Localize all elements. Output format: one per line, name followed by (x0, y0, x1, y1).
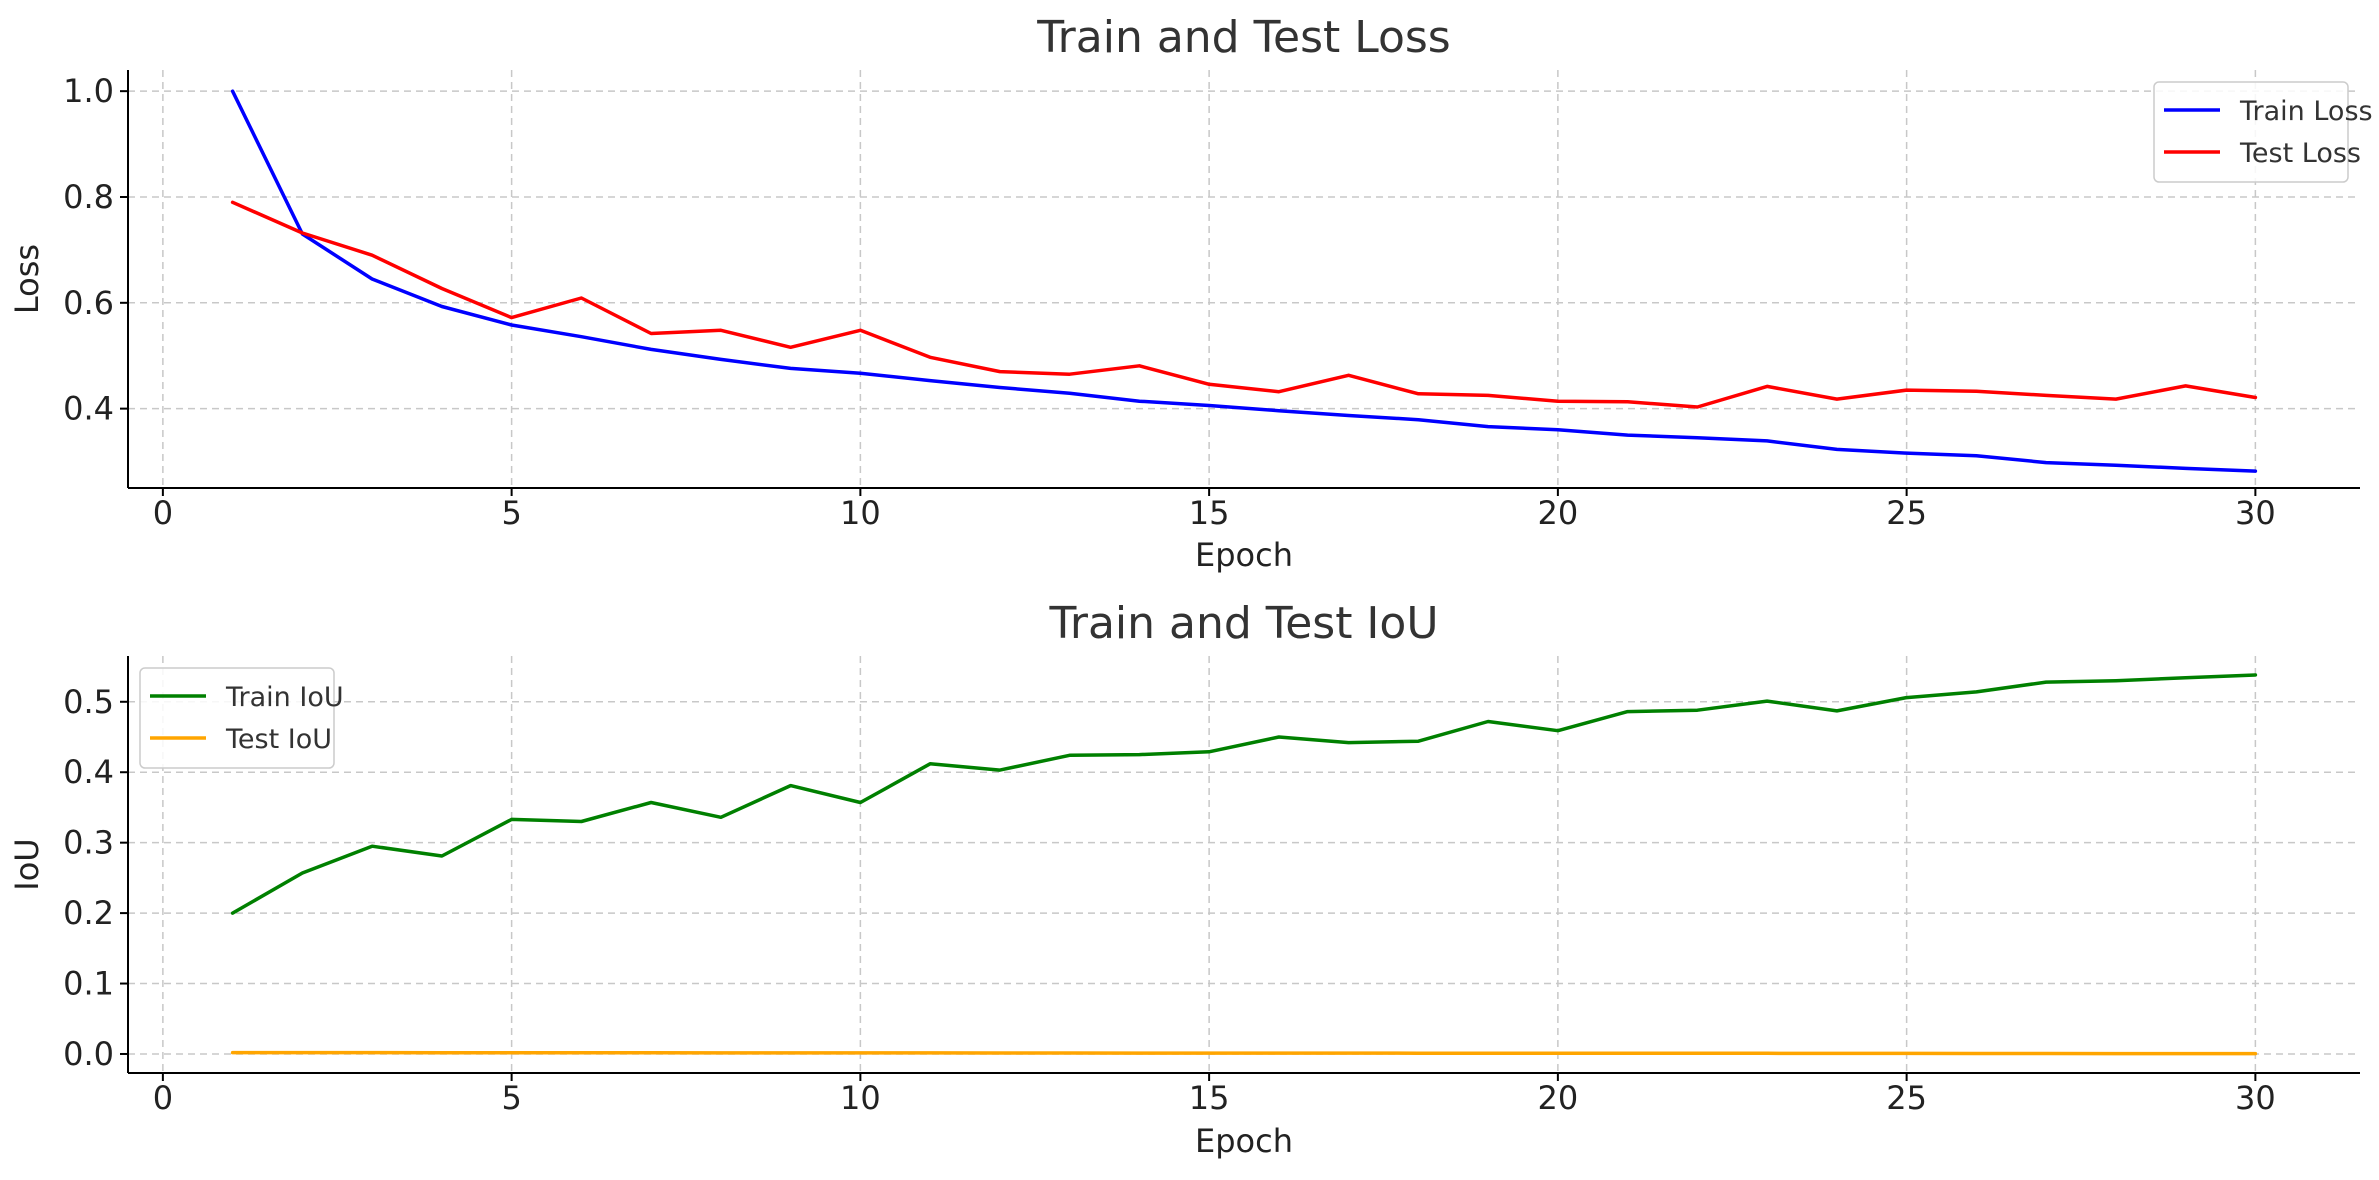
iou-chart-title: Train and Test IoU (1048, 598, 1438, 649)
loss-legend-box (2153, 81, 2349, 183)
iou-y-tick-label: 0.5 (63, 683, 114, 721)
iou-x-tick-label: 0 (153, 1079, 173, 1117)
iou-x-tick-label: 30 (2235, 1079, 2276, 1117)
iou-y-axis-label: IoU (8, 838, 46, 890)
iou-y-tick-label: 0.0 (63, 1035, 114, 1073)
test-loss-line (230, 200, 2258, 409)
loss-x-tick-label: 10 (840, 494, 881, 532)
test-iou-legend-label: Test IoU (225, 724, 332, 755)
loss-x-axis-label: Epoch (1195, 536, 1293, 574)
iou-x-tick-label: 25 (1886, 1079, 1927, 1117)
iou-y-tick-label: 0.1 (63, 965, 114, 1003)
train-loss-line (230, 89, 2258, 473)
train-iou-line (230, 673, 2258, 915)
iou-x-axis-label: Epoch (1195, 1122, 1293, 1160)
iou-legend: Train IoU Test IoU (139, 667, 344, 769)
iou-x-tick-label: 15 (1189, 1079, 1230, 1117)
loss-x-tick-label: 0 (153, 494, 173, 532)
loss-legend: Train Loss Test Loss (2153, 81, 2373, 183)
loss-chart-title: Train and Test Loss (1036, 12, 1450, 63)
iou-y-tick-label: 0.3 (63, 824, 114, 862)
loss-y-tick-label: 0.4 (63, 390, 114, 428)
train-iou-legend-label: Train IoU (225, 682, 344, 713)
iou-chart: 0 5 10 15 20 25 30 0.0 0.1 0.2 0.3 0.4 0.5 Train and … (8, 598, 2360, 1160)
loss-y-axis-label: Loss (8, 244, 46, 314)
test-iou-line (230, 1050, 2258, 1056)
iou-x-tick-label: 20 (1538, 1079, 1579, 1117)
loss-x-tick-label: 25 (1886, 494, 1927, 532)
iou-y-tick-label: 0.4 (63, 753, 114, 791)
iou-legend-box (139, 667, 335, 769)
loss-y-tick-label: 0.6 (63, 284, 114, 322)
test-loss-legend-label: Test Loss (2239, 138, 2361, 169)
loss-x-tick-label: 20 (1538, 494, 1579, 532)
loss-x-tick-label: 15 (1189, 494, 1230, 532)
iou-x-tick-label: 5 (501, 1079, 521, 1117)
train-loss-legend-label: Train Loss (2239, 96, 2373, 127)
loss-x-tick-label: 5 (501, 494, 521, 532)
loss-y-tick-label: 1.0 (63, 72, 114, 110)
loss-y-tick-label: 0.8 (63, 178, 114, 216)
iou-y-tick-label: 0.2 (63, 894, 114, 932)
loss-chart: 0 5 10 15 20 25 30 0.4 0.6 0.8 1.0 Train and Test L… (8, 12, 2373, 574)
loss-x-tick-label: 30 (2235, 494, 2276, 532)
iou-x-tick-label: 10 (840, 1079, 881, 1117)
